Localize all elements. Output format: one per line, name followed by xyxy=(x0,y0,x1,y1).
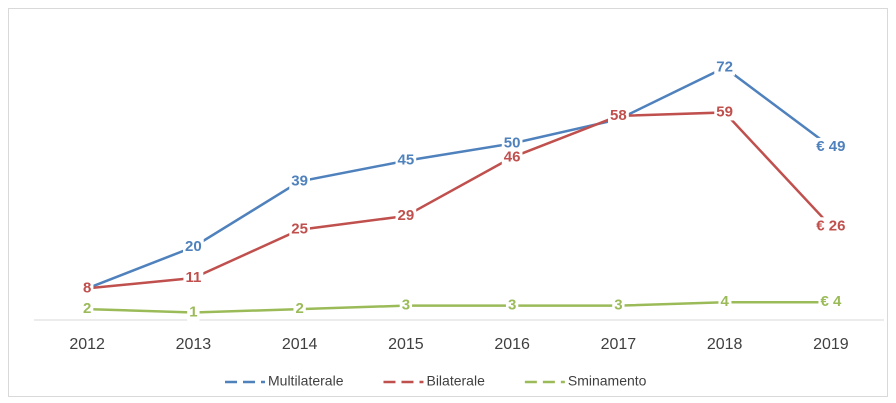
x-tick-label: 2017 xyxy=(601,336,637,353)
data-label-group: 29 xyxy=(395,206,417,224)
data-label-bg xyxy=(187,303,200,321)
data-label: 45 xyxy=(398,152,415,169)
data-label-group: 1 xyxy=(187,303,200,321)
data-label: 4 xyxy=(720,293,729,310)
data-label: 58 xyxy=(610,107,627,124)
plot xyxy=(86,66,832,314)
data-label-group: 2 xyxy=(293,300,306,318)
data-label: 25 xyxy=(291,221,308,238)
data-label-group: 3 xyxy=(612,296,625,314)
data-label-bg xyxy=(505,296,519,314)
x-tick-label: 2016 xyxy=(494,336,530,353)
data-label: 20 xyxy=(185,238,202,255)
data-label-bg xyxy=(814,217,848,235)
data-label-bg xyxy=(80,300,94,318)
data-label: 2 xyxy=(83,300,91,317)
data-label-group: 45 xyxy=(395,151,417,169)
data-label-group: 39 xyxy=(289,172,310,190)
data-label-bg xyxy=(818,293,844,311)
data-label: 11 xyxy=(185,269,201,286)
data-label: € 26 xyxy=(816,217,845,234)
data-label: 3 xyxy=(614,297,622,314)
data-label-bg xyxy=(289,220,310,238)
data-label-group: 3 xyxy=(399,296,413,314)
data-label-bg xyxy=(714,58,735,76)
data-label-group: € 26 xyxy=(814,217,848,235)
data-label-group: € 4 xyxy=(818,293,844,311)
data-label-group: 46 xyxy=(501,148,523,166)
legend-label: Multilaterale xyxy=(268,373,344,389)
data-label: € 49 xyxy=(816,138,845,155)
x-tick-label: 2019 xyxy=(813,336,849,353)
data-label-bg xyxy=(183,269,204,287)
series-line xyxy=(87,300,831,314)
chart-border xyxy=(8,8,888,397)
data-label-bg xyxy=(612,296,625,314)
data-label-bg xyxy=(814,137,848,155)
data-label: 3 xyxy=(402,297,410,314)
data-label-group: 8 xyxy=(80,279,94,297)
data-label-bg xyxy=(289,172,310,190)
data-label-bg xyxy=(501,134,523,152)
data-label-bg xyxy=(718,293,732,311)
data-label: 39 xyxy=(291,172,308,189)
data-label-bg xyxy=(395,151,417,169)
legend-label: Bilaterale xyxy=(426,373,485,389)
data-label-bg xyxy=(80,279,94,297)
data-label-group: 2 xyxy=(80,300,94,318)
data-label-bg xyxy=(399,296,413,314)
data-label-group: 4 xyxy=(718,293,732,311)
data-label-group: 20 xyxy=(183,237,204,255)
data-label: 3 xyxy=(508,297,516,314)
data-label: 46 xyxy=(504,148,521,165)
data-label: 59 xyxy=(716,103,733,120)
series-line xyxy=(87,111,832,290)
data-label-bg xyxy=(608,106,629,124)
data-label-group: 11 xyxy=(183,269,204,287)
data-label-bg xyxy=(714,103,735,121)
data-label: 1 xyxy=(189,304,197,321)
x-tick-label: 2013 xyxy=(176,336,212,353)
data-label-group: 25 xyxy=(289,220,310,238)
data-label: 8 xyxy=(83,279,91,296)
data-label-bg xyxy=(183,237,204,255)
data-label: 72 xyxy=(716,59,733,76)
legend: Multilaterale Bilaterale Sminamento xyxy=(225,373,647,389)
data-label: 2 xyxy=(295,300,303,317)
x-tick-label: 2014 xyxy=(282,336,318,353)
x-tick-label: 2012 xyxy=(69,336,105,353)
series-line xyxy=(86,66,832,290)
data-label-group: 3 xyxy=(505,296,519,314)
data-label: € 4 xyxy=(820,293,842,310)
data-label-bg xyxy=(395,206,417,224)
x-tick-label: 2018 xyxy=(707,336,743,353)
data-label-group: € 49 xyxy=(814,137,848,155)
data-label-group: 58 xyxy=(608,106,629,124)
data-label: 29 xyxy=(398,207,415,224)
data-label-group: 50 xyxy=(501,134,523,152)
x-tick-label: 2015 xyxy=(388,336,424,353)
data-label-bg xyxy=(293,300,306,318)
data-label: 50 xyxy=(504,134,521,151)
data-label-bg xyxy=(501,148,523,166)
data-label-group: 72 xyxy=(714,58,735,76)
legend-label: Sminamento xyxy=(568,373,647,389)
data-label-group: 59 xyxy=(714,103,735,121)
